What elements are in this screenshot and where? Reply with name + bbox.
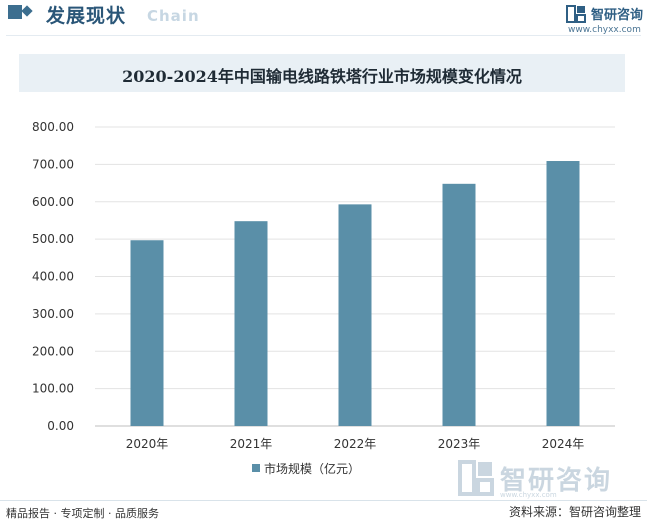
- y-tick-label: 500.00: [32, 232, 74, 246]
- watermark-name: 智研咨询: [500, 466, 613, 496]
- legend-swatch: [252, 464, 260, 472]
- y-tick-label: 400.00: [32, 270, 74, 284]
- y-tick-label: 700.00: [32, 157, 74, 171]
- x-tick-label: 2022年: [334, 437, 377, 451]
- watermark-url: www.chyxx.com: [500, 491, 557, 499]
- y-tick-label: 800.00: [32, 120, 74, 134]
- y-tick-label: 100.00: [32, 382, 74, 396]
- footer-slogan: 精品报告 · 专项定制 · 品质服务: [6, 507, 159, 520]
- chart-title: 2020-2024年中国输电线路铁塔行业市场规模变化情况: [122, 67, 522, 86]
- section-title: 发展现状: [46, 5, 127, 27]
- bar: [234, 221, 268, 426]
- brand-block: 智研咨询 www.chyxx.com: [566, 4, 646, 35]
- bar: [442, 183, 476, 426]
- legend-label: 市场规模（亿元）: [264, 462, 361, 476]
- data-source: 资料来源：智研咨询整理: [508, 505, 641, 519]
- header-divider: [6, 35, 641, 36]
- chart-title-box: 2020-2024年中国输电线路铁塔行业市场规模变化情况: [19, 54, 625, 92]
- watermark-logo: 智研咨询 www.chyxx.com: [458, 458, 643, 499]
- brand-logo-icon: [566, 5, 586, 23]
- x-tick-label: 2020年: [126, 437, 169, 451]
- x-tick-label: 2021年: [230, 437, 273, 451]
- bar: [338, 204, 372, 426]
- bar-chart: 0.00 100.00 200.00 300.00 400.00 500.00 600.00…: [32, 120, 615, 451]
- y-tick-label: 0.00: [47, 419, 74, 433]
- section-subtitle: Chain: [147, 7, 200, 25]
- y-tick-label: 200.00: [32, 344, 74, 358]
- brand-name: 智研咨询: [591, 8, 644, 23]
- bar: [130, 240, 164, 426]
- bar: [546, 161, 580, 427]
- section-header: 发展现状 Chain 智研咨询 www.chyxx.com: [0, 0, 647, 36]
- y-tick-label: 600.00: [32, 195, 74, 209]
- x-tick-label: 2024年: [542, 437, 585, 451]
- x-tick-label: 2023年: [438, 437, 481, 451]
- y-tick-label: 300.00: [32, 307, 74, 321]
- header-square-icon: [8, 5, 22, 19]
- brand-url: www.chyxx.com: [568, 25, 641, 35]
- watermark-logo-icon: [458, 460, 494, 496]
- page-footer: 精品报告 · 专项定制 · 品质服务 资料来源：智研咨询整理: [0, 500, 647, 525]
